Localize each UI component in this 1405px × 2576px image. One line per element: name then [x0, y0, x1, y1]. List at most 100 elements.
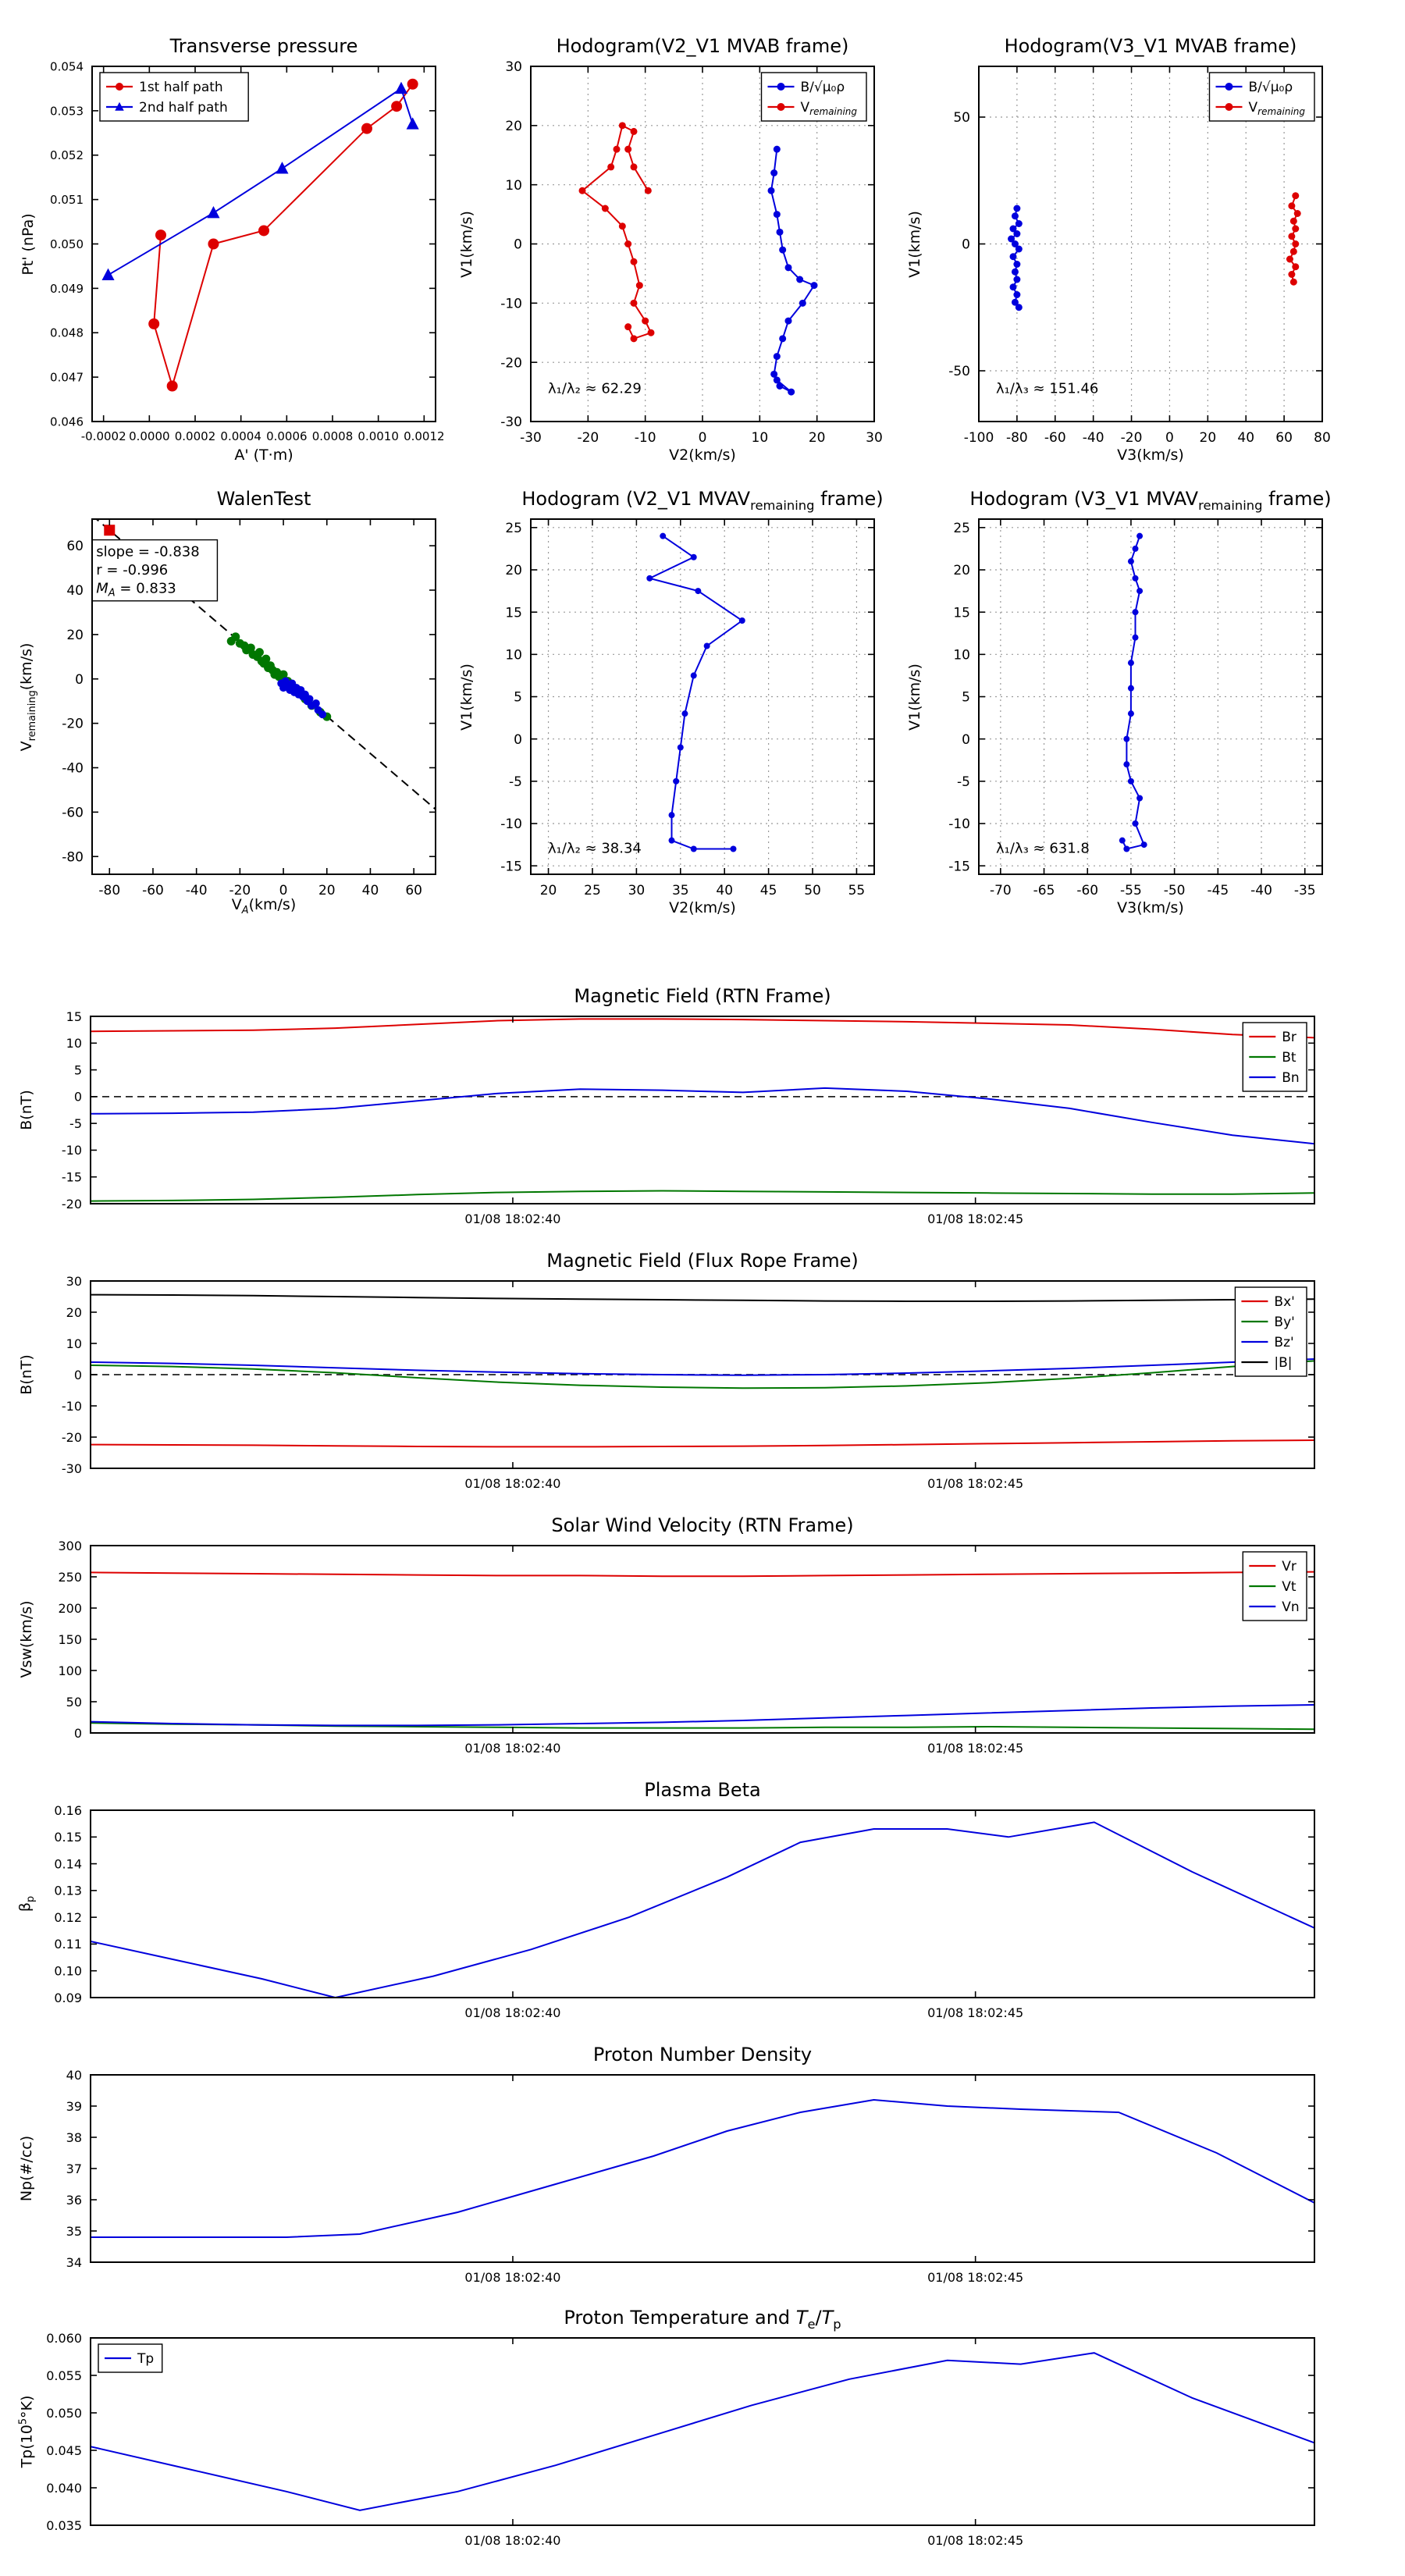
svg-text:10: 10 — [66, 1336, 82, 1351]
svg-text:0.12: 0.12 — [54, 1910, 82, 1925]
svg-text:0.0008: 0.0008 — [312, 429, 354, 443]
svg-text:-10: -10 — [62, 1143, 82, 1158]
svg-text:-10: -10 — [635, 430, 656, 446]
svg-text:-80: -80 — [1006, 430, 1028, 446]
svg-text:20: 20 — [1200, 430, 1217, 446]
svg-text:15: 15 — [953, 605, 970, 621]
svg-text:20: 20 — [66, 1305, 82, 1320]
y-axis-label: Vremaining(km/s) — [18, 642, 38, 751]
svg-text:25: 25 — [505, 521, 522, 536]
svg-text:-15: -15 — [500, 859, 522, 874]
chart-title: Solar Wind Velocity (RTN Frame) — [551, 1514, 854, 1536]
chart-title: WalenTest — [216, 488, 311, 510]
svg-text:-30: -30 — [520, 430, 542, 446]
svg-text:01/08 18:02:45: 01/08 18:02:45 — [927, 2533, 1023, 2548]
svg-text:Vt: Vt — [1282, 1579, 1297, 1595]
svg-text:Vremaining​: Vremaining​ — [1249, 100, 1306, 117]
svg-text:-20: -20 — [500, 355, 522, 371]
svg-text:λ₁/λ₃ ≈ 151.46: λ₁/λ₃ ≈ 151.46 — [996, 380, 1098, 397]
svg-text:38: 38 — [66, 2130, 82, 2145]
svg-text:-60: -60 — [142, 883, 164, 898]
svg-text:40: 40 — [1237, 430, 1254, 446]
chart-title: Magnetic Field (RTN Frame) — [574, 985, 831, 1007]
svg-text:150: 150 — [58, 1632, 82, 1647]
svg-text:40: 40 — [66, 2068, 82, 2083]
hodogram-v3v1-mvav-plot: -70 -65 -60 -55 -50 -45 -40 -35-15-10-505101520… — [948, 518, 1323, 898]
svg-text:B/√μ₀ρ: B/√μ₀ρ — [801, 80, 845, 95]
y-axis-label: V1(km/s) — [906, 210, 923, 278]
svg-text:20: 20 — [66, 628, 84, 643]
svg-text:-60: -60 — [1044, 430, 1066, 446]
magnetic-field-flux-rope-panel: Magnetic Field (Flux Rope Frame) B(nT) 0… — [18, 1250, 1315, 1491]
svg-text:5: 5 — [962, 690, 970, 706]
svg-text:r = -0.996: r = -0.996 — [96, 562, 168, 578]
chart-title: Plasma Beta — [644, 1779, 761, 1801]
svg-text:20: 20 — [318, 883, 336, 898]
solar-wind-velocity-plot: 01/08 18:02:40 01/08 18:02:45 0 50 100 150 200… — [58, 1539, 1315, 1756]
svg-text:0.0000: 0.0000 — [129, 429, 170, 443]
magnetic-field-rtn-panel: Magnetic Field (RTN Frame) B(nT) 01/08 1… — [18, 985, 1315, 1226]
y-axis-label: Tp(105°K) — [17, 2395, 36, 2468]
hodogram-v3v1-mvav-panel: Hodogram (V3_V1 MVAVremaining frame) V1(… — [906, 488, 1332, 916]
svg-text:Vremaining​: Vremaining​ — [801, 100, 858, 117]
x-axis-label: V3(km/s) — [1117, 899, 1184, 916]
svg-text:-10: -10 — [948, 817, 970, 832]
y-axis-label: Np(#/cc) — [18, 2135, 35, 2202]
svg-text:0.10: 0.10 — [54, 1963, 82, 1978]
svg-text:30: 30 — [505, 59, 522, 75]
svg-text:34: 34 — [66, 2255, 82, 2270]
svg-text:45: 45 — [760, 883, 777, 898]
svg-text:-60: -60 — [62, 805, 84, 820]
svg-text:-40: -40 — [62, 761, 84, 777]
svg-text:-20: -20 — [62, 717, 84, 732]
chart-title: Hodogram (V2_V1 MVAVremaining frame) — [521, 488, 884, 513]
proton-temperature-plot: 01/08 18:02:40 01/08 18:02:45 0.035 0.040 0.… — [46, 2331, 1315, 2548]
y-axis-label: V1(km/s) — [458, 210, 475, 278]
svg-text:30: 30 — [628, 883, 646, 898]
chart-title: Hodogram (V3_V1 MVAVremaining frame) — [969, 488, 1332, 513]
svg-text:-60: -60 — [1076, 883, 1098, 898]
svg-text:37: 37 — [66, 2161, 82, 2176]
svg-text:Tp: Tp — [137, 2351, 154, 2367]
svg-text:01/08 18:02:40: 01/08 18:02:40 — [464, 1476, 560, 1491]
svg-text:30: 30 — [866, 430, 883, 446]
svg-text:-20: -20 — [1121, 430, 1143, 446]
svg-text:01/08 18:02:45: 01/08 18:02:45 — [927, 1741, 1023, 1756]
proton-density-panel: Proton Number Density Np(#/cc) 01/08 18:… — [18, 2044, 1315, 2285]
svg-text:λ₁/λ₂ ≈ 62.29: λ₁/λ₂ ≈ 62.29 — [548, 380, 642, 397]
svg-text:-80: -80 — [62, 849, 84, 865]
svg-text:Bz': Bz' — [1274, 1335, 1293, 1350]
svg-text:250: 250 — [58, 1570, 82, 1585]
svg-text:20: 20 — [953, 563, 970, 578]
svg-text:0: 0 — [279, 883, 288, 898]
svg-text:-35: -35 — [1294, 883, 1316, 898]
svg-text:35: 35 — [66, 2224, 82, 2239]
svg-text:1st half path: 1st half path — [139, 80, 223, 95]
svg-text:0: 0 — [699, 430, 707, 446]
y-axis-label: V1(km/s) — [906, 663, 923, 731]
svg-text:Bt: Bt — [1282, 1050, 1297, 1066]
svg-text:0: 0 — [962, 237, 970, 253]
svg-text:0.16: 0.16 — [54, 1803, 82, 1818]
svg-text:MA​ = 0.833: MA​ = 0.833 — [96, 580, 176, 599]
svg-text:0.09: 0.09 — [54, 1991, 82, 2005]
svg-text:-5: -5 — [957, 774, 970, 790]
transverse-pressure-panel: Transverse pressure Pt' (nPa) A' (T·m) -… — [20, 35, 445, 464]
x-axis-label: V2(km/s) — [669, 447, 736, 464]
svg-text:10: 10 — [953, 647, 970, 663]
svg-text:-20: -20 — [577, 430, 599, 446]
svg-text:B/√μ₀ρ: B/√μ₀ρ — [1249, 80, 1293, 95]
svg-text:-10: -10 — [500, 817, 522, 832]
chart-title: Proton Temperature and Te/Tp — [564, 2307, 841, 2332]
proton-temperature-panel: Proton Temperature and Te/Tp Tp(105°K) 0… — [17, 2307, 1315, 2548]
svg-text:60: 60 — [1275, 430, 1293, 446]
svg-text:-20: -20 — [62, 1197, 82, 1212]
svg-text:0.047: 0.047 — [50, 371, 84, 385]
y-axis-label: Vsw(km/s) — [18, 1600, 35, 1678]
svg-text:0.053: 0.053 — [50, 104, 84, 118]
svg-text:-45: -45 — [1207, 883, 1229, 898]
svg-text:10: 10 — [66, 1036, 82, 1051]
svg-text:-5: -5 — [69, 1116, 82, 1131]
svg-text:0.0012: 0.0012 — [404, 429, 445, 443]
